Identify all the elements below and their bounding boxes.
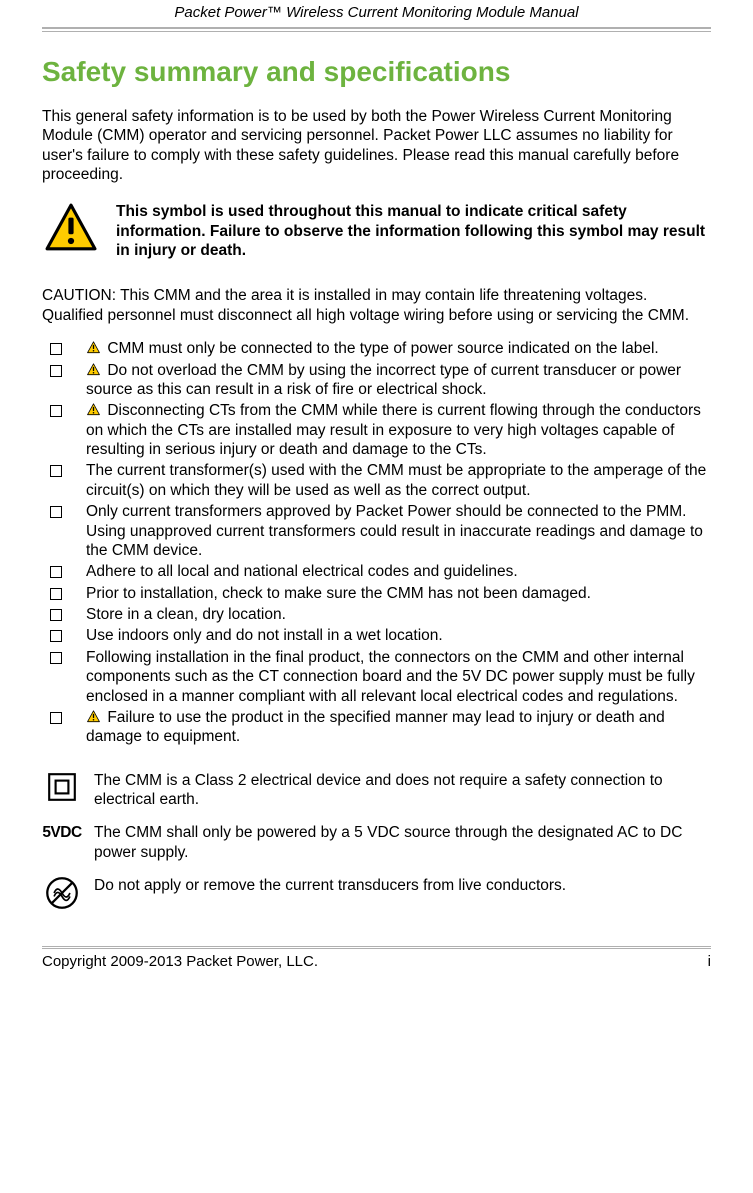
caution-paragraph: CAUTION: This CMM and the area it is ins… [42, 286, 711, 325]
note-text: The CMM is a Class 2 electrical device a… [94, 771, 711, 810]
header-rule [42, 27, 711, 32]
vdc-label: 5VDC [42, 823, 82, 842]
footer-rule [42, 946, 711, 949]
warning-icon [86, 710, 101, 723]
checklist-text: Following installation in the final prod… [86, 649, 695, 705]
checklist-text: The current transformer(s) used with the… [86, 462, 706, 498]
footer-page-number: i [708, 953, 711, 972]
checklist-item: Adhere to all local and national electri… [42, 562, 711, 581]
no-live-conductor-icon [42, 876, 82, 910]
checklist-text: Do not overload the CMM by using the inc… [86, 362, 681, 398]
page-header: Packet Power™ Wireless Current Monitorin… [42, 4, 711, 27]
checklist-text: Failure to use the product in the specif… [86, 709, 665, 745]
checklist-item: Disconnecting CTs from the CMM while the… [42, 401, 711, 459]
page: Packet Power™ Wireless Current Monitorin… [0, 0, 753, 984]
checklist-item: Do not overload the CMM by using the inc… [42, 361, 711, 400]
notes-section: The CMM is a Class 2 electrical device a… [42, 771, 711, 911]
checklist-text: Use indoors only and do not install in a… [86, 627, 443, 644]
checklist-text: Disconnecting CTs from the CMM while the… [86, 402, 701, 458]
class2-icon [46, 771, 78, 803]
checklist-item: Use indoors only and do not install in a… [42, 626, 711, 645]
safety-checklist: CMM must only be connected to the type o… [42, 339, 711, 747]
no-live-conductor-icon [45, 876, 79, 910]
checklist-item: Store in a clean, dry location. [42, 605, 711, 624]
intro-paragraph: This general safety information is to be… [42, 107, 711, 185]
page-title: Safety summary and specifications [42, 54, 711, 89]
checklist-text: Store in a clean, dry location. [86, 606, 286, 623]
critical-warning-block: This symbol is used throughout this manu… [42, 202, 711, 260]
checklist-item: Failure to use the product in the specif… [42, 708, 711, 747]
note-text: Do not apply or remove the current trans… [94, 876, 566, 895]
checklist-text: Only current transformers approved by Pa… [86, 503, 703, 559]
checklist-item: Prior to installation, check to make sur… [42, 584, 711, 603]
checklist-item: Only current transformers approved by Pa… [42, 502, 711, 560]
warning-icon [42, 202, 100, 254]
footer-copyright: Copyright 2009-2013 Packet Power, LLC. [42, 953, 318, 972]
note-row: 5VDC The CMM shall only be powered by a 5… [42, 823, 711, 862]
vdc-label-text: 5VDC [42, 823, 81, 842]
checklist-text: CMM must only be connected to the type o… [107, 340, 658, 357]
checklist-text: Prior to installation, check to make sur… [86, 585, 591, 602]
warning-icon [86, 363, 101, 376]
class2-icon [42, 771, 82, 803]
checklist-item: Following installation in the final prod… [42, 648, 711, 706]
checklist-item: The current transformer(s) used with the… [42, 461, 711, 500]
warning-icon [86, 403, 101, 416]
header-title: Packet Power™ Wireless Current Monitorin… [174, 4, 578, 21]
note-text: The CMM shall only be powered by a 5 VDC… [94, 823, 711, 862]
note-row: The CMM is a Class 2 electrical device a… [42, 771, 711, 810]
page-footer: Copyright 2009-2013 Packet Power, LLC. i [42, 953, 711, 984]
checklist-text: Adhere to all local and national electri… [86, 563, 518, 580]
warning-icon [86, 341, 101, 354]
critical-warning-text: This symbol is used throughout this manu… [116, 202, 711, 260]
checklist-item: CMM must only be connected to the type o… [42, 339, 711, 358]
note-row: Do not apply or remove the current trans… [42, 876, 711, 910]
